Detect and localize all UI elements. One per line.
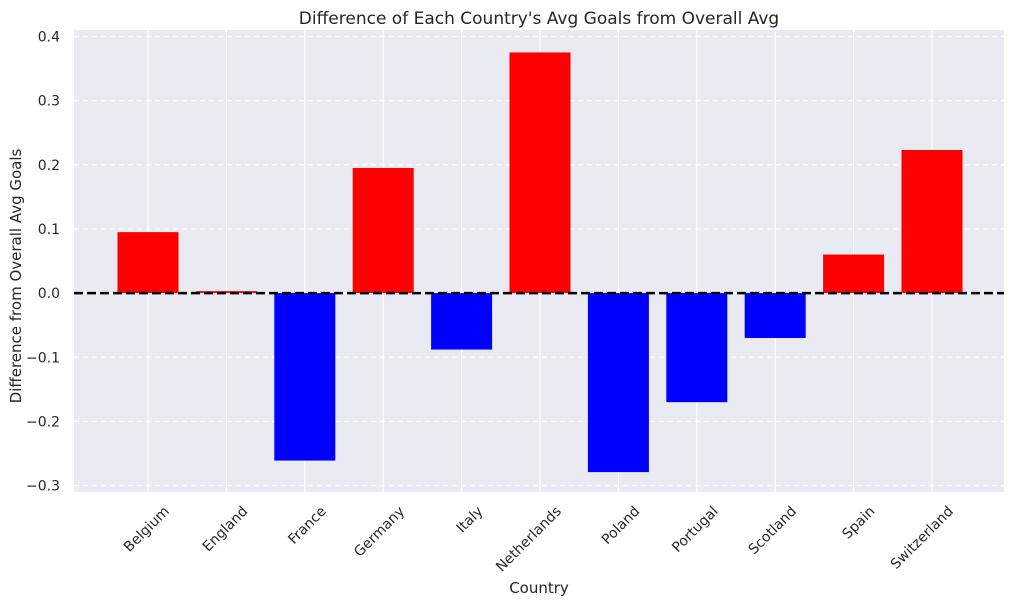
x-tick-label: France (285, 504, 329, 548)
y-tick-label: 0.0 (38, 286, 60, 302)
x-tick-label: England (200, 504, 252, 556)
bar-germany (352, 167, 414, 294)
bar-netherlands (509, 52, 571, 294)
bar-italy (431, 293, 493, 350)
y-tick-label: −0.2 (26, 414, 60, 430)
x-tick-label: Belgium (121, 504, 173, 556)
x-tick-label: Scotland (746, 504, 800, 558)
bar-spain (823, 254, 885, 294)
x-tick-labels: Belgium England France Germany Italy Netherla… (121, 504, 957, 576)
y-tick-label: 0.2 (38, 158, 60, 174)
bar-belgium (117, 232, 179, 294)
y-tick-label: −0.1 (26, 350, 60, 366)
y-tick-label: 0.4 (38, 29, 60, 45)
y-tick-label: 0.3 (38, 94, 60, 110)
x-tick-label: Switzerland (888, 504, 957, 573)
x-tick-label: Portugal (669, 504, 721, 556)
bar-england (195, 291, 257, 294)
y-tick-labels: −0.3 −0.2 −0.1 0.0 0.1 0.2 0.3 0.4 (26, 29, 60, 494)
y-axis-label: Difference from Overall Avg Goals (7, 148, 25, 403)
x-tick-label: Netherlands (493, 504, 565, 576)
x-tick-label: Poland (599, 504, 643, 548)
bar-poland (587, 293, 649, 473)
y-tick-label: 0.1 (38, 222, 60, 238)
bar-switzerland (901, 149, 963, 294)
x-axis-label: Country (509, 579, 569, 597)
x-tick-label: Germany (351, 504, 408, 561)
bars (117, 52, 963, 473)
x-tick-label: Spain (839, 504, 878, 543)
bar-portugal (666, 293, 728, 403)
bar-france (274, 293, 336, 461)
bar-scotland (744, 293, 806, 338)
x-tick-label: Italy (454, 504, 487, 537)
chart-title: Difference of Each Country's Avg Goals f… (299, 9, 779, 29)
y-tick-label: −0.3 (26, 479, 60, 495)
